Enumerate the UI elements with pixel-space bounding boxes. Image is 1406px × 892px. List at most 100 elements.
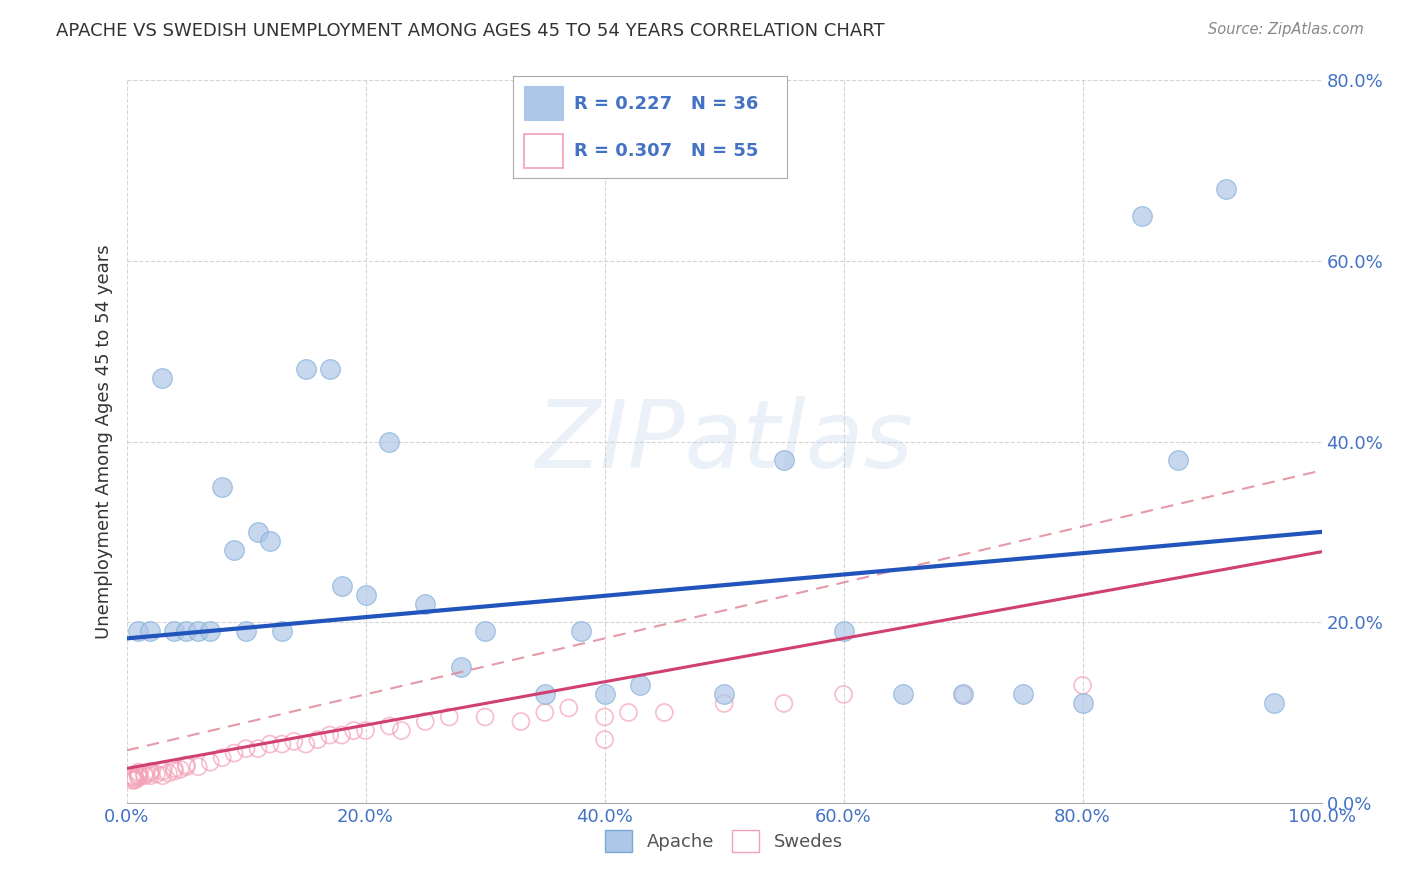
Point [617, 706, 640, 720]
Point [127, 765, 149, 780]
Point [593, 687, 616, 701]
Point [139, 766, 162, 780]
Text: R = 0.227   N = 36: R = 0.227 N = 36 [574, 95, 758, 112]
Point [124, 772, 146, 786]
Point [294, 362, 316, 376]
Point [713, 697, 735, 711]
Point [628, 678, 651, 692]
Point [163, 764, 186, 779]
Point [318, 362, 342, 376]
Point [1167, 452, 1189, 467]
Point [509, 714, 531, 729]
Point [474, 710, 496, 724]
Point [773, 697, 796, 711]
Text: ZIPatlas: ZIPatlas [536, 396, 912, 487]
Point [413, 714, 436, 729]
Point [247, 524, 270, 539]
Legend: Apache, Swedes: Apache, Swedes [598, 822, 851, 859]
Point [150, 371, 174, 385]
Point [169, 763, 191, 777]
Point [533, 687, 555, 701]
Point [211, 480, 233, 494]
Point [354, 723, 377, 738]
Point [413, 597, 436, 611]
Point [163, 762, 186, 776]
Point [145, 767, 167, 781]
Point [283, 734, 305, 748]
Point [270, 624, 294, 639]
Point [318, 728, 342, 742]
Point [211, 750, 233, 764]
Point [222, 542, 246, 557]
Point [235, 624, 257, 639]
Point [343, 723, 366, 738]
Point [1263, 697, 1285, 711]
Point [1071, 697, 1094, 711]
Point [200, 624, 222, 639]
Point [174, 757, 197, 772]
Point [121, 771, 143, 785]
Point [139, 769, 162, 783]
Text: APACHE VS SWEDISH UNEMPLOYMENT AMONG AGES 45 TO 54 YEARS CORRELATION CHART: APACHE VS SWEDISH UNEMPLOYMENT AMONG AGE… [56, 22, 884, 40]
Point [773, 452, 796, 467]
Point [163, 624, 186, 639]
Point [330, 728, 353, 742]
Point [247, 741, 270, 756]
Point [1215, 182, 1237, 196]
Point [832, 687, 855, 701]
Y-axis label: Unemployment Among Ages 45 to 54 years: Unemployment Among Ages 45 to 54 years [94, 244, 112, 639]
Text: Source: ZipAtlas.com: Source: ZipAtlas.com [1208, 22, 1364, 37]
Point [330, 579, 353, 593]
Point [259, 533, 281, 548]
Point [157, 766, 180, 780]
Point [832, 624, 855, 639]
Point [307, 732, 329, 747]
Point [127, 767, 149, 781]
Point [1011, 687, 1033, 701]
Point [222, 746, 246, 760]
Point [139, 764, 162, 779]
Point [174, 760, 197, 774]
Point [474, 624, 496, 639]
Point [270, 737, 294, 751]
Point [150, 764, 174, 779]
Point [652, 706, 675, 720]
Point [593, 710, 616, 724]
Bar [524, 135, 562, 168]
Point [378, 719, 401, 733]
Point [952, 687, 974, 701]
Point [891, 687, 914, 701]
Point [200, 755, 222, 769]
Point [187, 624, 209, 639]
Text: R = 0.307   N = 55: R = 0.307 N = 55 [574, 142, 758, 160]
Point [569, 624, 592, 639]
Bar [524, 87, 562, 120]
Point [134, 769, 156, 783]
Point [187, 760, 209, 774]
Point [713, 687, 735, 701]
Point [127, 769, 149, 783]
Point [121, 769, 143, 783]
Point [391, 723, 413, 738]
Point [533, 706, 555, 720]
Point [150, 769, 174, 783]
Point [121, 773, 143, 788]
Point [952, 687, 974, 701]
Point [1130, 209, 1153, 223]
Point [124, 773, 146, 788]
Point [557, 701, 581, 715]
Point [354, 588, 377, 602]
Point [593, 732, 616, 747]
Point [174, 624, 197, 639]
Point [134, 767, 156, 781]
Point [127, 771, 149, 785]
Point [378, 434, 401, 449]
Point [294, 737, 316, 751]
Point [450, 660, 472, 674]
Point [127, 624, 149, 639]
Point [235, 741, 257, 756]
Point [1071, 678, 1094, 692]
Point [439, 710, 461, 724]
Point [139, 624, 162, 639]
Point [259, 737, 281, 751]
